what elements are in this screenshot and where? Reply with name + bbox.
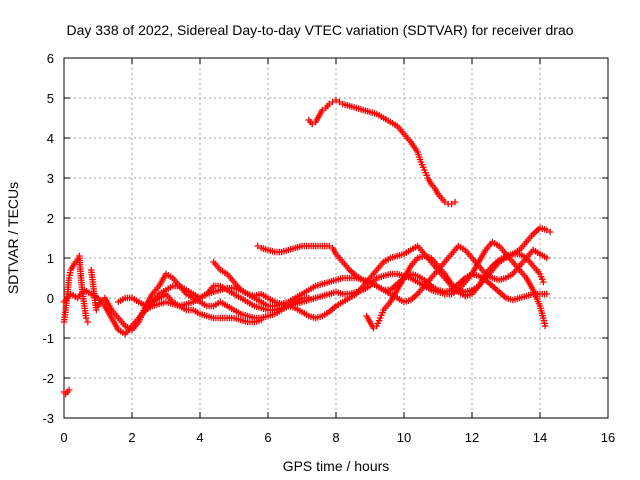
series-t10 — [305, 96, 459, 208]
y-tick-label: 6 — [47, 51, 54, 66]
data-point — [441, 198, 449, 206]
x-tick-label: 12 — [465, 430, 479, 445]
data-point — [93, 306, 100, 314]
x-axis-label: GPS time / hours — [283, 458, 390, 474]
data-point — [325, 100, 333, 108]
series-t1 — [60, 252, 92, 326]
y-tick-label: 1 — [47, 251, 54, 266]
y-tick-label: 5 — [47, 91, 54, 106]
x-tick-label: 16 — [601, 430, 615, 445]
data-point — [254, 242, 262, 250]
y-tick-label: 0 — [47, 291, 54, 306]
series-t9 — [363, 224, 554, 332]
x-tick-label: 2 — [128, 430, 135, 445]
x-tick-label: 8 — [332, 430, 339, 445]
data-point — [546, 228, 554, 236]
x-tick-label: 6 — [264, 430, 271, 445]
y-tick-label: -1 — [42, 331, 54, 346]
data-point — [336, 98, 343, 106]
data-point — [370, 324, 377, 332]
y-tick-label: -2 — [42, 371, 54, 386]
data-point — [332, 96, 340, 104]
data-point — [543, 226, 551, 234]
data-point — [82, 314, 90, 322]
y-tick-label: 4 — [47, 131, 54, 146]
data-point — [308, 120, 316, 128]
data-point — [319, 106, 326, 114]
grid-layer — [64, 58, 608, 418]
data-point — [329, 98, 336, 106]
x-tick-label: 10 — [397, 430, 411, 445]
data-point — [65, 386, 73, 394]
series-t2 — [60, 386, 73, 398]
data-layer — [60, 96, 554, 398]
series-t8 — [254, 242, 551, 304]
x-tick-label: 4 — [196, 430, 203, 445]
data-point — [325, 242, 333, 250]
x-tick-label: 0 — [60, 430, 67, 445]
data-point — [543, 290, 551, 298]
data-point — [451, 198, 459, 206]
data-point — [543, 254, 551, 262]
y-tick-label: 2 — [47, 211, 54, 226]
y-axis-label: SDTVAR / TECUs — [5, 182, 21, 294]
x-tick-label: 14 — [533, 430, 547, 445]
data-point — [541, 322, 549, 330]
y-tick-label: -3 — [42, 411, 54, 426]
data-point — [448, 200, 455, 208]
y-tick-label: 3 — [47, 171, 54, 186]
data-point — [84, 318, 92, 326]
data-point — [540, 278, 547, 286]
chart-title: Day 338 of 2022, Sidereal Day-to-day VTE… — [66, 22, 573, 38]
